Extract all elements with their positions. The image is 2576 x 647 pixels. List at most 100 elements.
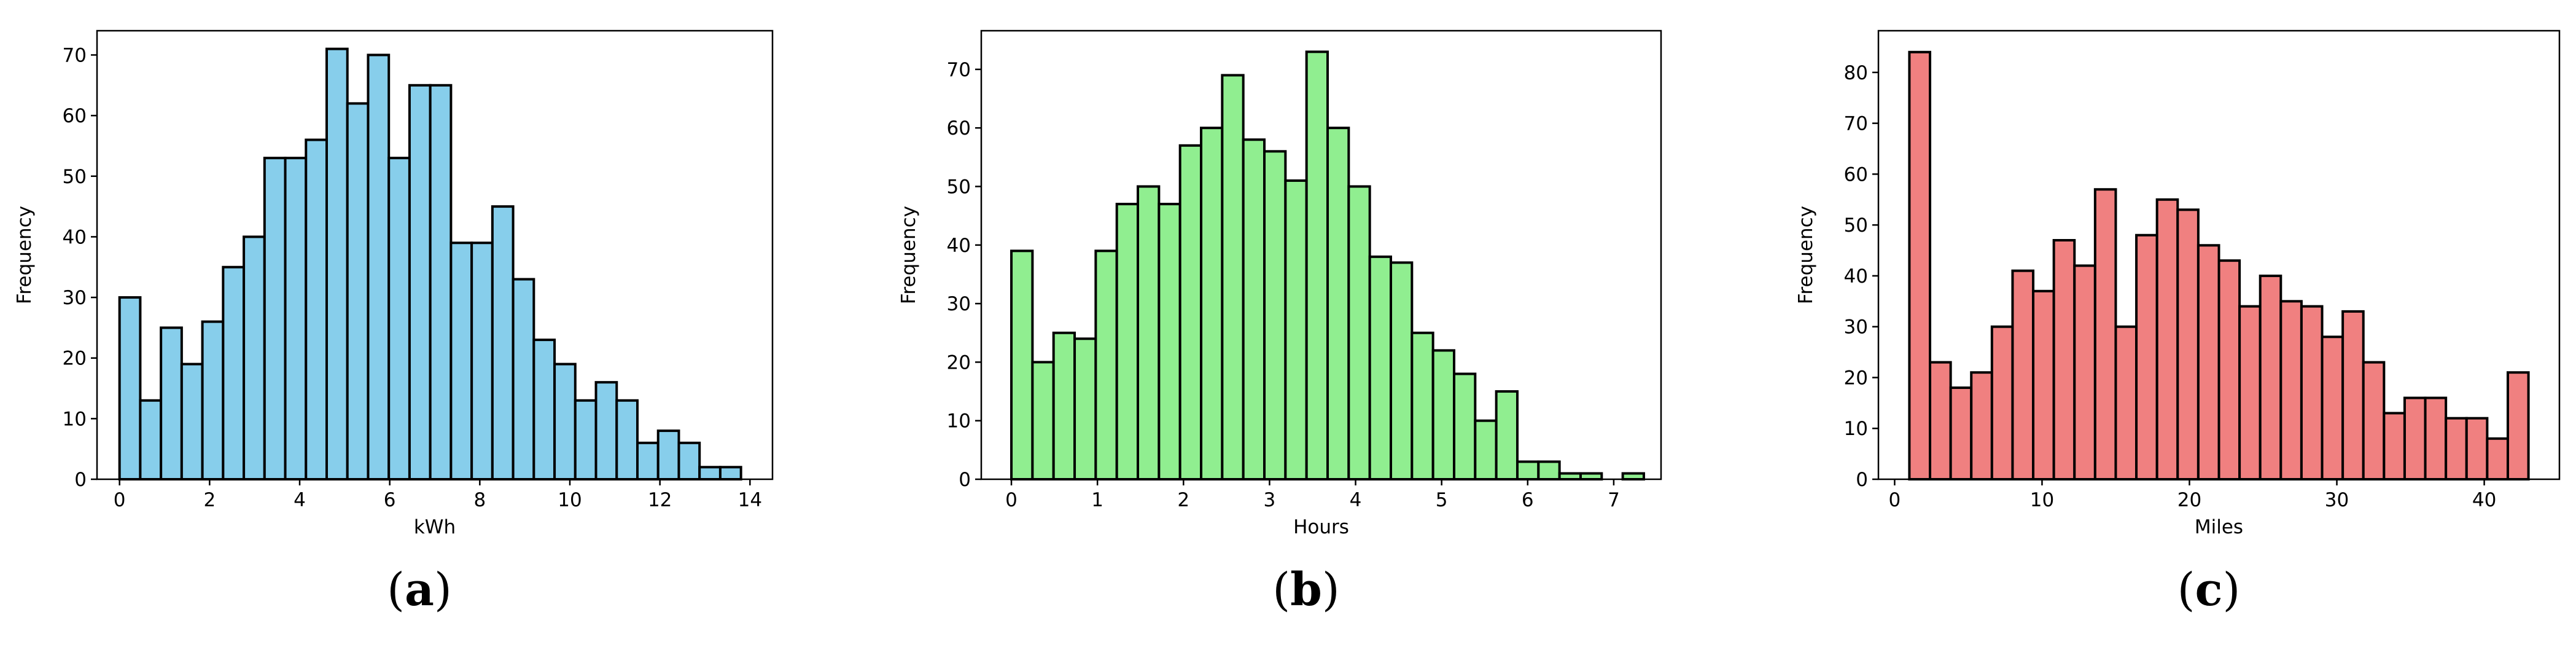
histogram-bar	[1221, 74, 1245, 480]
histogram-bar	[2362, 361, 2386, 481]
x-tick-label: 2	[1177, 489, 1189, 511]
y-tick-label: 70	[947, 59, 971, 81]
x-tick-label: 20	[2177, 489, 2201, 511]
x-tick-label: 8	[473, 489, 486, 511]
histogram-bar	[698, 466, 722, 480]
y-tick-label: 40	[947, 235, 971, 257]
histogram-bar	[574, 399, 597, 481]
x-axis-label: kWh	[414, 516, 456, 538]
x-tick-label: 0	[1005, 489, 1018, 511]
histogram-bar	[1073, 337, 1097, 480]
histogram-bar	[1516, 460, 1540, 480]
y-tick-label: 80	[1844, 62, 1868, 84]
y-tick-label: 20	[947, 351, 971, 374]
histogram-bar	[718, 466, 742, 480]
x-tick-label: 1	[1091, 489, 1103, 511]
x-tick-label: 10	[2030, 489, 2054, 511]
plot-frame	[980, 29, 1662, 480]
y-tick-label: 70	[63, 44, 87, 66]
histogram-bar	[1115, 203, 1140, 480]
histogram-bar	[677, 441, 701, 480]
y-tick-label: 30	[1844, 316, 1868, 339]
y-tick-label: 70	[1844, 113, 1868, 135]
histogram-bar	[429, 84, 453, 480]
y-tick-label: 30	[63, 287, 87, 309]
x-tick-label: 0	[1889, 489, 1901, 511]
histogram-bar	[470, 241, 494, 480]
x-tick-label: 4	[1350, 489, 1362, 511]
y-tick-label: 10	[1844, 418, 1868, 440]
histogram-bar	[222, 265, 246, 480]
histogram-bar	[2073, 264, 2096, 480]
histogram-bar	[1411, 331, 1434, 480]
histogram-bar	[346, 102, 370, 481]
histogram-bar	[387, 157, 411, 480]
histogram-bar	[2238, 305, 2262, 480]
panel-caption: (c)	[2177, 563, 2241, 616]
x-tick-label: 6	[384, 489, 396, 511]
y-tick-label: 40	[1844, 265, 1868, 288]
histogram-bar	[1263, 150, 1287, 480]
y-axis-label: Frequency	[1795, 206, 1817, 304]
histogram-bar	[1031, 361, 1055, 480]
y-tick-label: 60	[1844, 163, 1868, 186]
histogram-bar	[1347, 185, 1371, 480]
histogram-bar	[1178, 144, 1203, 480]
histogram-bar	[1431, 349, 1455, 480]
histogram-bar	[512, 278, 535, 480]
histogram-bar	[243, 235, 266, 480]
histogram-bar	[2445, 417, 2468, 481]
histogram-bar	[656, 429, 680, 480]
x-tick-label: 12	[648, 489, 672, 511]
y-tick-label: 50	[1844, 214, 1868, 237]
histogram-bar	[491, 205, 515, 480]
histogram-bar	[1368, 255, 1393, 480]
histogram-panel-c: 0 10 20 30 40 0 10 20 30 40 50 60 70 80 Miles Frequency…	[1795, 29, 2561, 616]
histogram-bar	[1052, 331, 1076, 480]
histogram-bar	[1949, 386, 1973, 480]
histogram-bar	[2197, 244, 2220, 480]
histogram-bar	[305, 138, 328, 480]
histogram-panel-a: 0 2 4 6 8 10 12 14 0 10 20 30 40 50 60 70 kWh Frequency (a…	[14, 29, 774, 616]
y-tick-label: 60	[63, 105, 87, 127]
x-axis-label: Hours	[1293, 516, 1349, 538]
histogram-bar	[2321, 335, 2344, 480]
histogram-bar	[532, 339, 556, 480]
histogram-bar	[1137, 185, 1161, 480]
y-tick-label: 0	[74, 469, 87, 491]
x-tick-label: 4	[294, 489, 306, 511]
histogram-bar	[1495, 390, 1519, 481]
histogram-bar	[1326, 127, 1350, 481]
y-tick-label: 60	[947, 117, 971, 139]
histogram-bar	[2135, 233, 2158, 480]
histogram-bar	[160, 326, 183, 480]
x-tick-label: 30	[2325, 489, 2349, 511]
histogram-bar	[1990, 325, 2014, 480]
plot-frame	[96, 29, 774, 480]
histogram-bar	[2506, 371, 2530, 481]
histogram-bar	[2011, 269, 2035, 480]
panel-caption: (b)	[1272, 563, 1340, 616]
histogram-bar	[1284, 179, 1308, 480]
histogram-bar	[615, 399, 639, 481]
histogram-bar	[2217, 259, 2241, 480]
x-tick-label: 7	[1608, 489, 1620, 511]
x-tick-label: 6	[1522, 489, 1534, 511]
x-tick-label: 14	[738, 489, 762, 511]
y-tick-label: 10	[63, 408, 87, 430]
histogram-bar	[1305, 50, 1329, 480]
histogram-bar	[636, 441, 660, 480]
y-tick-label: 30	[947, 293, 971, 315]
histogram-bar	[1579, 472, 1603, 480]
y-tick-label: 0	[1856, 469, 1868, 491]
histogram-bar	[1390, 261, 1414, 480]
histogram-bar	[1558, 472, 1582, 480]
histogram-bar	[1970, 371, 1993, 481]
histogram-bar	[2093, 188, 2117, 480]
x-tick-label: 40	[2472, 489, 2496, 511]
histogram-bar	[201, 320, 225, 480]
histogram-bar	[1094, 249, 1118, 480]
histogram-bar	[2403, 396, 2427, 480]
histogram-bar	[1908, 50, 1932, 480]
